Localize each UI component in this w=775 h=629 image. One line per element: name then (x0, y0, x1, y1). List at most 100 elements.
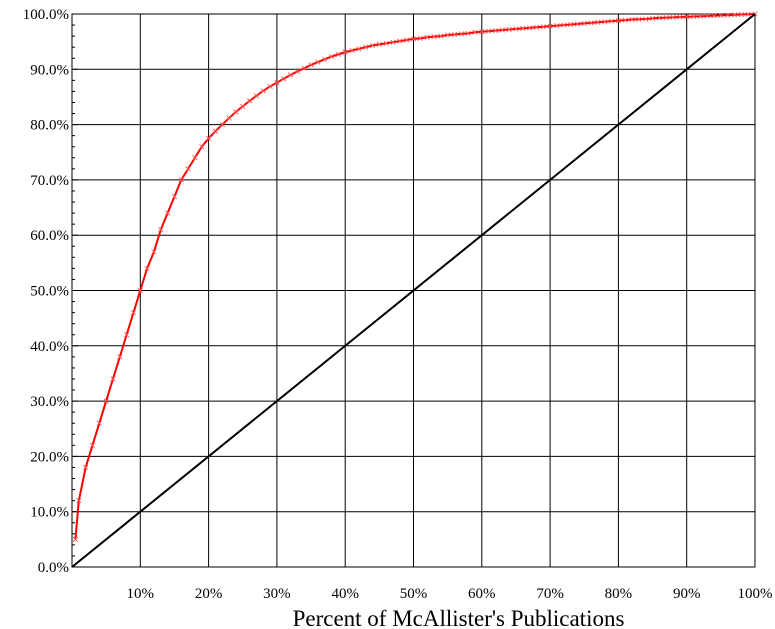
data-point-marker (697, 13, 703, 19)
data-point-marker (608, 18, 615, 24)
data-point-marker (253, 93, 260, 99)
data-point-marker (643, 16, 649, 22)
data-point-marker (260, 88, 266, 94)
data-point-marker (356, 46, 362, 52)
data-point-marker (205, 135, 212, 142)
data-point-marker (417, 35, 423, 41)
data-point-marker (629, 16, 635, 23)
y-tick-label: 100.0% (23, 7, 69, 23)
data-point-marker (718, 12, 724, 19)
data-point-marker (165, 210, 171, 216)
y-tick-label: 80.0% (30, 118, 69, 134)
data-point-marker (486, 28, 492, 34)
x-tick-label: 90% (673, 586, 701, 602)
y-tick-label: 90.0% (30, 62, 69, 78)
x-tick-label: 100% (738, 586, 773, 602)
data-point-marker (124, 332, 130, 338)
data-point-marker (342, 49, 348, 55)
data-point-marker (424, 34, 430, 40)
data-point-marker (96, 420, 102, 426)
data-point-marker (328, 53, 335, 60)
data-point-marker (479, 29, 485, 35)
data-point-marker (397, 38, 403, 44)
data-point-marker (561, 22, 567, 28)
y-tick-label: 60.0% (30, 228, 69, 244)
y-minor-ticks (72, 13, 78, 568)
data-point-marker (602, 19, 608, 25)
data-point-marker (547, 23, 553, 29)
data-point-marker (158, 227, 164, 233)
data-point-marker (622, 17, 628, 23)
equality-line (71, 13, 756, 568)
data-point-marker (72, 536, 79, 542)
data-point-marker (574, 21, 581, 27)
y-tick-label: 0.0% (38, 560, 69, 576)
x-tick-label: 60% (468, 586, 496, 602)
data-point-marker (595, 19, 601, 25)
data-point-marker (274, 79, 280, 86)
data-point-marker (246, 98, 253, 104)
x-tick-label: 70% (536, 586, 564, 602)
data-point-marker (301, 65, 307, 71)
data-point-marker (588, 20, 594, 26)
data-point-marker (465, 30, 471, 36)
data-point-marker (212, 128, 219, 134)
data-point-marker (363, 44, 369, 50)
data-point-marker (178, 177, 184, 183)
data-point-marker (144, 265, 150, 271)
series-layer (71, 11, 758, 568)
data-point-marker (185, 166, 191, 172)
data-point-marker (151, 249, 157, 255)
data-point-marker (554, 22, 560, 29)
data-point-marker (76, 498, 82, 504)
data-point-marker (83, 464, 89, 471)
data-point-marker (410, 36, 417, 42)
data-point-marker (670, 14, 676, 20)
data-point-marker (226, 115, 232, 121)
data-point-marker (731, 12, 738, 18)
data-point-marker (513, 26, 519, 32)
data-point-marker (499, 27, 505, 33)
data-point-marker (117, 354, 123, 360)
data-point-marker (349, 47, 355, 54)
data-point-marker (711, 13, 717, 19)
grid (72, 14, 755, 567)
x-tick-label: 10% (127, 586, 155, 602)
data-point-marker (540, 24, 546, 30)
y-tick-label: 30.0% (30, 394, 69, 410)
data-point-marker (294, 68, 301, 75)
y-tick-label: 70.0% (30, 173, 69, 189)
data-point-marker (404, 37, 410, 43)
data-point-marker (335, 51, 341, 57)
x-tick-label: 30% (263, 586, 291, 602)
data-point-marker (649, 15, 656, 22)
data-point-marker (383, 40, 389, 46)
data-point-marker (103, 398, 109, 404)
data-point-marker (369, 42, 376, 49)
data-point-marker (520, 25, 526, 31)
data-point-marker (725, 12, 731, 18)
cumulative-curve (74, 13, 756, 540)
data-point-marker (445, 32, 451, 38)
data-point-marker (89, 442, 96, 448)
y-tick-label: 50.0% (30, 284, 69, 300)
data-point-marker (171, 193, 178, 200)
data-point-marker (287, 72, 294, 78)
data-point-marker (745, 11, 751, 17)
data-point-marker (567, 21, 574, 28)
data-point-marker (472, 29, 478, 35)
data-point-marker (690, 13, 697, 20)
data-point-marker (704, 13, 710, 19)
data-point-marker (506, 26, 512, 33)
data-point-marker (137, 287, 143, 294)
data-point-marker (240, 103, 246, 109)
x-tick-label: 50% (400, 586, 428, 602)
data-point-marker (636, 16, 642, 22)
data-point-marker (431, 34, 437, 40)
data-point-marker (267, 83, 273, 90)
data-point-marker (199, 144, 205, 150)
data-point-marker (110, 376, 116, 382)
x-axis-title: Percent of McAllister's Publications (293, 606, 625, 629)
y-axis-tick-labels: 0.0% 10.0% 20.0% 30.0% 40.0% 50.0% 60.0% 70.0% 8… (23, 7, 69, 576)
